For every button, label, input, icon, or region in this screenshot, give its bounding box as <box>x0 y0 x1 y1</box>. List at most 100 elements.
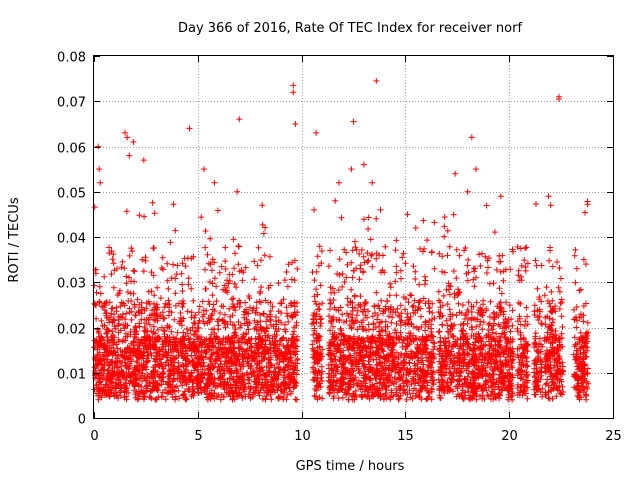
data-point <box>100 304 107 310</box>
data-point <box>289 331 296 338</box>
data-point <box>221 282 228 289</box>
data-point <box>172 302 179 309</box>
data-point <box>123 310 130 317</box>
data-point <box>158 393 165 400</box>
data-point <box>143 328 150 335</box>
data-point <box>170 201 177 208</box>
data-point <box>202 369 209 376</box>
data-point <box>239 395 246 401</box>
data-point <box>218 263 225 270</box>
data-point <box>121 265 128 272</box>
data-point <box>288 276 295 283</box>
data-point <box>265 332 272 339</box>
data-point <box>261 327 268 334</box>
data-point <box>189 357 196 364</box>
data-point <box>119 372 126 379</box>
data-point <box>165 362 172 369</box>
data-point <box>174 329 181 336</box>
data-point <box>284 313 291 320</box>
data-point <box>279 388 286 395</box>
data-point <box>115 351 122 358</box>
data-point <box>233 362 240 369</box>
data-point <box>202 266 208 273</box>
data-point <box>150 323 157 330</box>
data-point <box>209 292 216 299</box>
data-point <box>207 235 214 242</box>
data-point <box>251 258 258 265</box>
data-point <box>267 378 274 385</box>
data-point <box>206 346 213 353</box>
data-point <box>176 395 183 402</box>
data-point <box>155 326 162 333</box>
data-point <box>164 277 171 284</box>
data-point <box>185 281 192 288</box>
data-point <box>157 295 164 302</box>
data-point <box>266 368 273 375</box>
data-point <box>152 396 159 403</box>
data-point <box>261 252 268 259</box>
data-point <box>101 273 108 280</box>
data-point <box>101 322 108 329</box>
data-point <box>148 352 155 359</box>
data-point <box>211 259 218 266</box>
data-point <box>97 392 103 399</box>
data-point <box>218 381 225 388</box>
data-point <box>173 271 180 278</box>
data-point <box>168 328 175 335</box>
data-point <box>275 308 282 315</box>
data-point <box>258 284 265 291</box>
data-point <box>181 388 188 395</box>
data-point <box>124 289 131 296</box>
data-point <box>224 277 230 284</box>
data-point <box>184 326 190 332</box>
data-point <box>98 317 105 324</box>
data-point <box>93 289 100 296</box>
data-point <box>179 260 186 267</box>
data-point <box>120 354 127 360</box>
data-point <box>255 390 261 396</box>
data-point <box>148 269 155 276</box>
data-point <box>293 396 300 403</box>
data-point <box>241 387 247 393</box>
data-point <box>195 309 202 316</box>
data-point <box>253 326 260 333</box>
data-point <box>109 256 116 263</box>
data-point <box>108 333 115 340</box>
data-point <box>190 331 197 338</box>
data-point <box>154 350 161 357</box>
data-point <box>253 299 260 306</box>
data-point <box>291 370 297 376</box>
data-point <box>240 269 247 276</box>
data-point <box>217 396 224 403</box>
data-point <box>229 271 236 278</box>
data-point <box>220 303 227 310</box>
data-point <box>110 260 117 267</box>
data-point <box>150 272 157 279</box>
data-point <box>191 342 198 349</box>
data-point <box>162 387 169 393</box>
data-point <box>182 396 189 403</box>
data-point <box>153 349 160 356</box>
data-point <box>280 296 287 303</box>
data-point <box>266 337 273 344</box>
data-point <box>291 257 298 264</box>
data-point <box>281 277 288 284</box>
data-point <box>146 301 153 308</box>
data-point <box>93 381 100 388</box>
data-point <box>139 256 146 263</box>
data-point <box>195 325 202 331</box>
data-point <box>154 284 161 291</box>
data-point <box>283 304 290 311</box>
data-point <box>261 372 268 379</box>
data-point <box>273 321 280 328</box>
data-point <box>232 387 239 394</box>
data-point <box>167 338 174 345</box>
data-point <box>158 265 165 271</box>
data-point <box>126 380 133 387</box>
data-point <box>209 267 215 274</box>
data-point <box>239 277 246 284</box>
data-point <box>131 268 138 275</box>
data-point <box>128 316 135 323</box>
data-point <box>267 299 274 306</box>
data-point <box>151 210 158 217</box>
